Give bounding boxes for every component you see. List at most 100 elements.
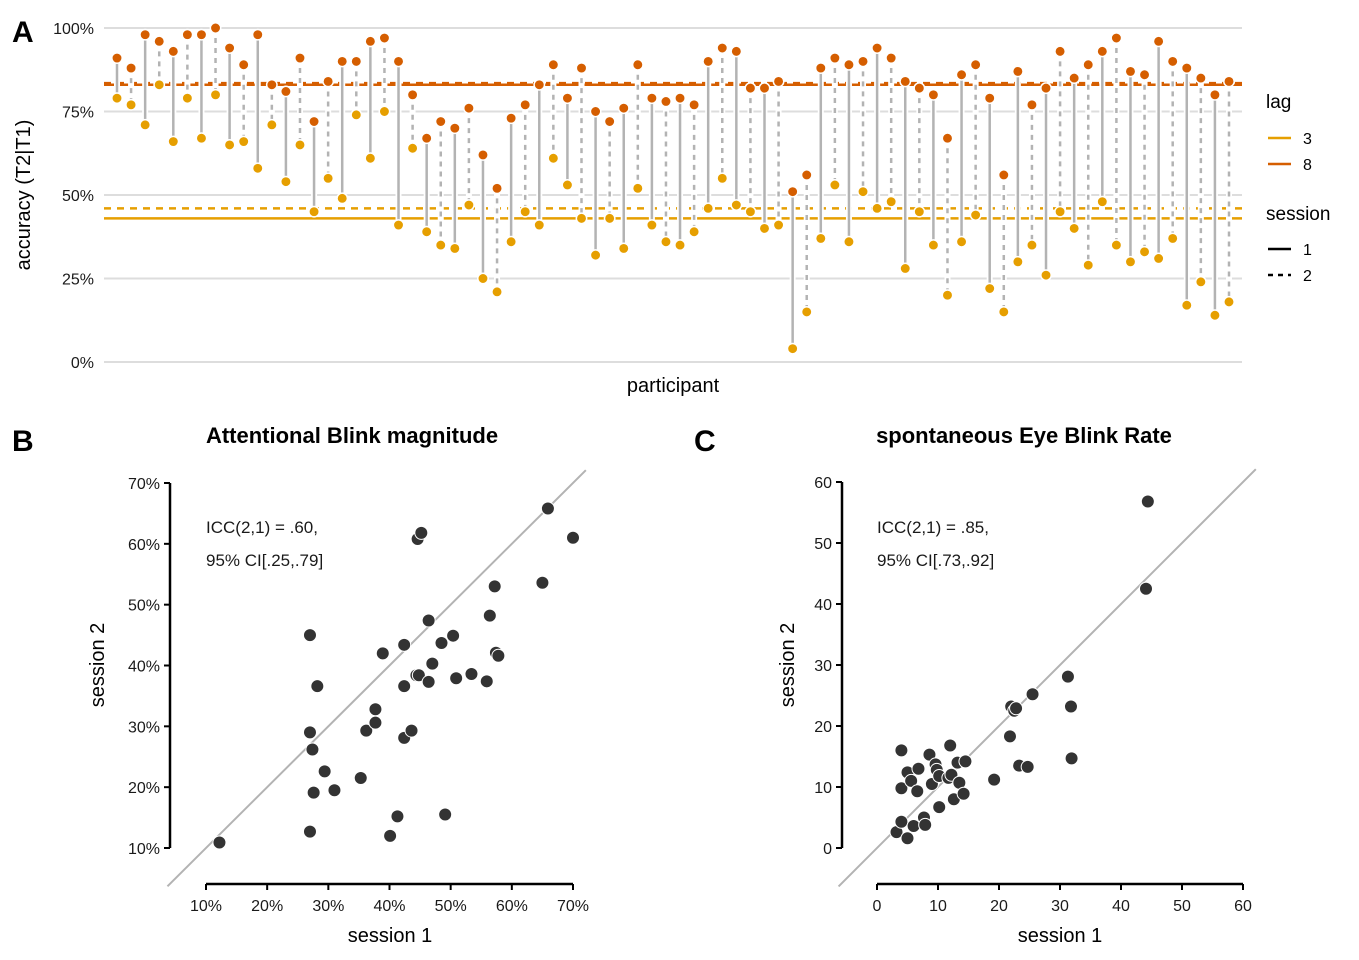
participant-10-session-2-lag8-point bbox=[378, 32, 391, 44]
panel-b-points bbox=[212, 501, 580, 850]
participant-20-session-2-lag8-point bbox=[660, 95, 672, 108]
participant-35-session-2-lag8-point bbox=[1082, 58, 1095, 71]
participant-39-session-2-lag3-point bbox=[1194, 275, 1207, 288]
participant-1-session-1-lag8-point bbox=[111, 52, 123, 65]
panel-c-y-tick-label: 60 bbox=[814, 475, 832, 492]
panel-b-icc-annotation: ICC(2,1) = .60, bbox=[206, 518, 318, 537]
panel-c-point-3 bbox=[900, 831, 915, 846]
panel-label-b: B bbox=[12, 425, 34, 458]
participant-37-session-1-lag8-point bbox=[1124, 65, 1137, 78]
panel-b-point-28 bbox=[434, 635, 449, 650]
panel-b-point-30 bbox=[446, 628, 461, 643]
panel-b-point-5 bbox=[306, 785, 321, 800]
participant-11-session-2-lag8-point bbox=[406, 88, 419, 101]
participant-28-session-1-lag3-point bbox=[871, 202, 884, 215]
participant-16-session-1-lag8-point bbox=[533, 78, 546, 91]
participant-33-session-1-lag8-point bbox=[1011, 65, 1024, 78]
panel-b-point-11 bbox=[359, 723, 374, 738]
panel-c-ci-annotation: 95% CI[.73,.92] bbox=[877, 551, 994, 570]
participant-9-session-2-lag3-point bbox=[350, 108, 363, 121]
participant-18-session-2-lag8-point bbox=[603, 115, 616, 128]
participant-39-session-1-lag8-point bbox=[1180, 62, 1193, 75]
participant-17-session-1-lag3-point bbox=[561, 179, 574, 191]
participant-9-session-1-lag8-point bbox=[336, 55, 349, 68]
panel-b-x-axis-title: session 1 bbox=[348, 925, 433, 947]
participant-1-session-1-lag3-point bbox=[111, 92, 123, 105]
participant-32-session-1-lag3-point bbox=[983, 282, 996, 295]
participant-31-session-1-lag3-point bbox=[955, 235, 968, 248]
panel-b-point-31 bbox=[449, 671, 464, 686]
panel-c-y-tick-label: 40 bbox=[814, 597, 832, 614]
panel-c-y-tick-label: 20 bbox=[814, 719, 832, 736]
participant-12-session-1-lag8-point bbox=[420, 132, 433, 145]
panel-b-point-25 bbox=[421, 613, 436, 628]
participant-11-session-1-lag3-point bbox=[392, 219, 405, 232]
participant-37-session-2-lag8-point bbox=[1138, 68, 1151, 81]
participant-24-session-2-lag3-point bbox=[772, 219, 785, 232]
participant-33-session-2-lag8-point bbox=[1025, 98, 1038, 111]
participant-22-session-2-lag3-point bbox=[716, 172, 729, 185]
participant-29-session-1-lag3-point bbox=[899, 262, 912, 275]
panel-b-point-7 bbox=[302, 824, 317, 839]
participant-16-session-2-lag8-point bbox=[547, 58, 560, 71]
panel-b-point-38 bbox=[535, 575, 550, 590]
panel-b-point-8 bbox=[317, 764, 332, 779]
panel-a-x-axis-title: participant bbox=[627, 375, 720, 397]
panel-b-point-34 bbox=[482, 608, 497, 623]
participant-15-session-1-lag8-point bbox=[505, 112, 518, 125]
participant-21-session-2-lag8-point bbox=[688, 98, 701, 111]
panel-a-legend: lag 3 8 session 1 2 bbox=[1266, 92, 1330, 285]
panel-a-mean-lines bbox=[104, 81, 1242, 220]
panel-b-point-29 bbox=[438, 807, 453, 822]
panel-c-point-26 bbox=[958, 754, 973, 769]
participant-36-session-1-lag3-point bbox=[1096, 195, 1109, 208]
panel-b-point-22 bbox=[411, 668, 426, 683]
panel-c-point-36 bbox=[1063, 699, 1078, 714]
participant-36-session-2-lag3-point bbox=[1110, 239, 1123, 252]
panel-a-y-tick-label: 100% bbox=[53, 21, 94, 38]
panel-c-point-8 bbox=[894, 743, 909, 758]
panel-b-title: Attentional Blink magnitude bbox=[206, 423, 498, 448]
participant-24-session-2-lag8-point bbox=[772, 75, 785, 88]
panel-a-y-ticks: 0% 25% 50% 75% 100% bbox=[53, 21, 94, 372]
panel-b-y-tick-label: 70% bbox=[128, 476, 160, 493]
panel-c-point-10 bbox=[904, 773, 919, 788]
panel-b-plot: Attentional Blink magnitude 10% 20% 30% 40%… bbox=[87, 423, 589, 947]
participant-10-session-2-lag3-point bbox=[378, 105, 391, 118]
participant-25-session-2-lag8-point bbox=[800, 169, 813, 181]
panel-b-point-10 bbox=[353, 771, 368, 786]
participant-25-session-2-lag3-point bbox=[800, 305, 813, 318]
panel-c-point-12 bbox=[911, 761, 926, 776]
participant-3-session-2-lag3-point bbox=[181, 92, 194, 105]
participant-14-session-1-lag8-point bbox=[477, 148, 489, 161]
participant-35-session-1-lag3-point bbox=[1068, 222, 1081, 235]
participant-37-session-1-lag3-point bbox=[1124, 255, 1137, 268]
panel-b-point-24 bbox=[414, 525, 429, 540]
panel-label-a: A bbox=[12, 16, 34, 49]
participant-24-session-1-lag8-point bbox=[758, 82, 771, 95]
participant-27-session-1-lag3-point bbox=[842, 235, 855, 248]
participant-26-session-2-lag8-point bbox=[828, 52, 841, 65]
participant-8-session-2-lag8-point bbox=[322, 75, 335, 88]
participant-32-session-2-lag8-point bbox=[997, 169, 1010, 181]
participant-2-session-1-lag8-point bbox=[139, 28, 152, 41]
participant-34-session-1-lag8-point bbox=[1040, 82, 1052, 95]
participant-9-session-1-lag3-point bbox=[336, 192, 349, 205]
participant-29-session-2-lag8-point bbox=[913, 82, 926, 95]
panel-c-point-31 bbox=[1009, 701, 1024, 716]
panel-c-point-25 bbox=[956, 786, 971, 801]
panel-c-points bbox=[889, 494, 1155, 846]
participant-3-session-2-lag8-point bbox=[181, 28, 194, 41]
panel-b-y-tick-label: 60% bbox=[128, 537, 160, 554]
panel-c-x-axis-title: session 1 bbox=[1018, 925, 1103, 947]
panel-b-identity-line-mark bbox=[166, 469, 587, 888]
participant-38-session-1-lag3-point bbox=[1152, 252, 1165, 265]
panel-b-point-16 bbox=[390, 809, 405, 824]
participant-19-session-1-lag3-point bbox=[617, 242, 630, 255]
panel-b-point-2 bbox=[302, 628, 317, 643]
participant-13-session-1-lag8-point bbox=[448, 122, 461, 135]
participant-19-session-2-lag3-point bbox=[631, 182, 644, 195]
panel-b-y-tick-label: 40% bbox=[128, 659, 160, 676]
participant-40-session-1-lag3-point bbox=[1208, 309, 1221, 322]
participant-21-session-1-lag8-point bbox=[674, 92, 686, 105]
